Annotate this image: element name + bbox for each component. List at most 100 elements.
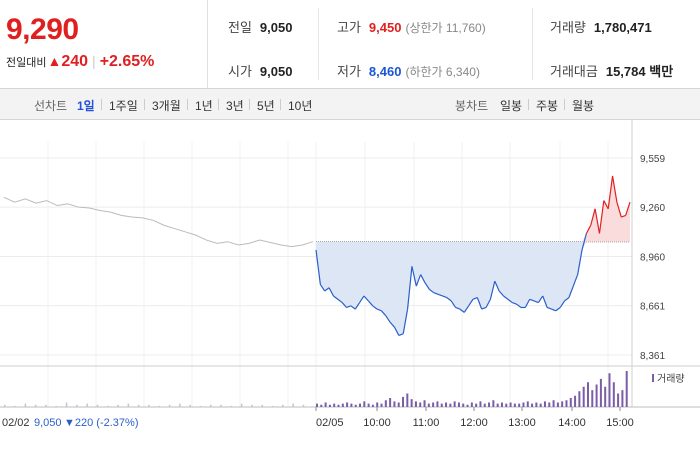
- today-line-down: [529, 298, 535, 302]
- today-line-up: [621, 214, 626, 218]
- today-line-down: [524, 298, 531, 308]
- trade-value-label: 거래대금: [550, 64, 598, 79]
- tab-monthly[interactable]: 월봉: [572, 99, 595, 113]
- volume-bar-prev: [127, 403, 130, 407]
- today-line-up: [594, 208, 601, 234]
- volume-bar-prev: [302, 404, 305, 407]
- today-line-up: [585, 224, 592, 234]
- today-line-down: [420, 274, 426, 284]
- tab-1y[interactable]: 1년: [195, 99, 213, 113]
- x-tick-label: 02/02: [2, 417, 30, 429]
- prev-close-label: 전일: [228, 20, 252, 35]
- today-line-down: [372, 305, 378, 310]
- today-line-down: [568, 285, 574, 298]
- volume-bar: [436, 401, 439, 407]
- today-line-down: [450, 300, 457, 308]
- today-line-down: [498, 290, 504, 297]
- tab-1w[interactable]: 1주일: [109, 99, 138, 113]
- today-line-down: [319, 284, 326, 292]
- today-line-down: [328, 287, 334, 297]
- volume-bar: [320, 404, 323, 407]
- divider: [564, 99, 565, 110]
- volume-bar: [522, 402, 525, 407]
- up-area-fill: [316, 175, 630, 242]
- volume-bar: [599, 378, 602, 407]
- volume-bar: [466, 404, 469, 407]
- tab-5y[interactable]: 5년: [257, 99, 275, 113]
- tab-10y[interactable]: 10년: [288, 99, 313, 113]
- volume-stat: 거래량 1,780,471: [550, 17, 652, 36]
- volume-bar-prev: [210, 404, 212, 407]
- volume-bar: [440, 403, 443, 407]
- today-line-up: [598, 200, 605, 234]
- candle-chart-label: 봉차트: [455, 99, 489, 113]
- volume-bar: [406, 393, 409, 407]
- divider: [280, 99, 281, 110]
- volume-bar: [384, 400, 387, 407]
- x-tick-label: 12:00: [460, 417, 488, 429]
- volume-bar: [483, 403, 486, 407]
- tab-daily[interactable]: 일봉: [500, 99, 523, 113]
- today-line-down: [437, 293, 443, 297]
- chart-tab-bar: 선차트 1일 1주일 3개월 1년 3년 5년 10년 봉차트 일봉 주봉 월봉: [0, 89, 700, 120]
- today-line-down: [411, 266, 417, 287]
- volume-bar-prev: [107, 405, 109, 407]
- tab-3m[interactable]: 3개월: [152, 99, 181, 113]
- today-line-down: [555, 306, 561, 312]
- volume-bar: [574, 395, 577, 407]
- y-tick-label: 9,260: [640, 203, 665, 214]
- today-line-down: [415, 274, 422, 287]
- today-line-down: [398, 333, 404, 336]
- today-line-down: [459, 308, 465, 313]
- divider: [144, 99, 145, 110]
- today-line-down: [485, 298, 491, 308]
- today-line-down: [389, 321, 395, 328]
- volume-bar: [341, 403, 344, 407]
- volume-bar-prev: [65, 402, 68, 407]
- volume-bar: [371, 404, 374, 407]
- volume-bar: [539, 403, 542, 407]
- tab-1d[interactable]: 1일: [77, 99, 95, 113]
- volume-bar: [376, 402, 379, 407]
- volume-bar-prev: [86, 403, 88, 407]
- volume-bar: [453, 401, 456, 407]
- volume-legend-label: 거래량: [657, 373, 685, 385]
- prev-day-line: [3, 196, 314, 248]
- chart-fills: [316, 175, 630, 336]
- y-tick-label: 8,661: [640, 302, 665, 313]
- today-line-down: [463, 305, 470, 313]
- price-chart[interactable]: 9,559 9,260 8,960 8,661 8,361 거래량 02/02 02/05 10…: [0, 120, 700, 450]
- trade-value-unit: 백만: [649, 64, 674, 79]
- volume-bar-prev: [251, 404, 253, 407]
- volume-bar: [333, 403, 336, 407]
- volume-bar-prev: [168, 404, 171, 407]
- volume-bar: [586, 382, 589, 407]
- y-tick-label: 8,960: [640, 253, 665, 264]
- today-line-down: [577, 249, 583, 275]
- volume-bar: [402, 396, 405, 407]
- volume-bar-prev: [76, 404, 78, 407]
- today-line-down: [494, 280, 500, 292]
- divider: [101, 99, 102, 110]
- today-line-down: [337, 298, 343, 304]
- volume-bar: [367, 403, 370, 407]
- volume-bar: [316, 403, 318, 407]
- volume-bar: [389, 398, 392, 407]
- today-line-down: [546, 306, 552, 310]
- today-line-up: [625, 202, 631, 216]
- up-arrow-icon: ▲: [47, 53, 62, 69]
- volume-label: 거래량: [550, 20, 586, 35]
- volume-bar: [492, 400, 495, 407]
- tab-3y[interactable]: 3년: [226, 99, 244, 113]
- y-tick-label: 8,361: [640, 351, 665, 362]
- today-line-down: [468, 298, 474, 307]
- volume-bar: [500, 402, 503, 407]
- volume-bar: [617, 393, 620, 407]
- lower-limit: (하한가 6,340): [405, 65, 480, 79]
- volume-bar-prev: [199, 405, 202, 407]
- volume-bar: [608, 373, 611, 407]
- change-row: 전일대비▲240 | +2.65%: [6, 53, 154, 71]
- divider: [249, 99, 250, 110]
- tab-weekly[interactable]: 주봉: [536, 99, 559, 113]
- today-line-down: [507, 298, 513, 304]
